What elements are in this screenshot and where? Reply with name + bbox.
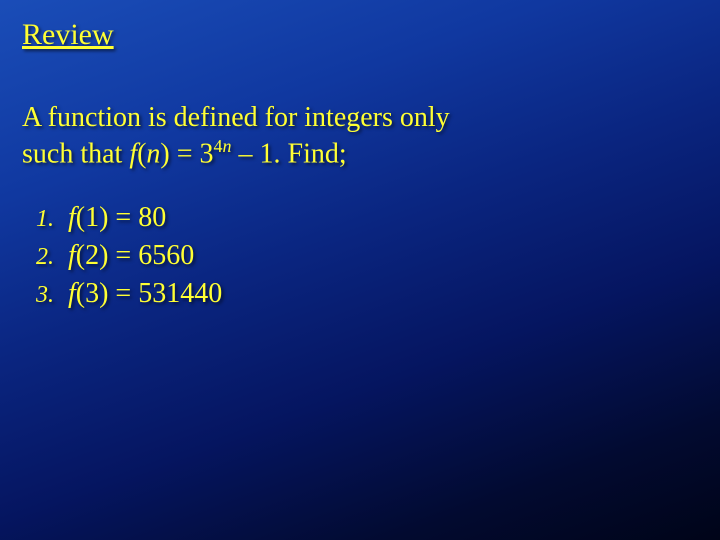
intro-exp-num: 4 [214, 136, 223, 156]
item-number: 1. [22, 203, 68, 235]
item-value: f(2) = 6560 [68, 237, 194, 275]
list-item: 3. f(3) = 531440 [22, 275, 698, 313]
intro-close: ) = 3 [160, 138, 213, 169]
intro-f: f [129, 138, 137, 169]
item-f: f [68, 278, 76, 309]
answer-list: 1. f(1) = 80 2. f(2) = 6560 3. f(3) = 53… [22, 199, 698, 312]
item-value: f(1) = 80 [68, 199, 166, 237]
intro-prefix: such that [22, 138, 129, 169]
item-f: f [68, 202, 76, 233]
slide-intro: A function is defined for integers only … [22, 100, 698, 171]
intro-exp-var: n [223, 136, 232, 156]
item-number: 3. [22, 279, 68, 311]
item-f: f [68, 240, 76, 271]
intro-line1: A function is defined for integers only [22, 102, 450, 133]
slide-title: Review [22, 18, 698, 52]
item-rest: (2) = 6560 [76, 240, 194, 271]
item-rest: (3) = 531440 [76, 278, 222, 309]
list-item: 2. f(2) = 6560 [22, 237, 698, 275]
item-rest: (1) = 80 [76, 202, 166, 233]
item-number: 2. [22, 241, 68, 273]
intro-suffix: – 1. Find; [232, 138, 347, 169]
intro-var: n [146, 138, 160, 169]
item-value: f(3) = 531440 [68, 275, 222, 313]
list-item: 1. f(1) = 80 [22, 199, 698, 237]
